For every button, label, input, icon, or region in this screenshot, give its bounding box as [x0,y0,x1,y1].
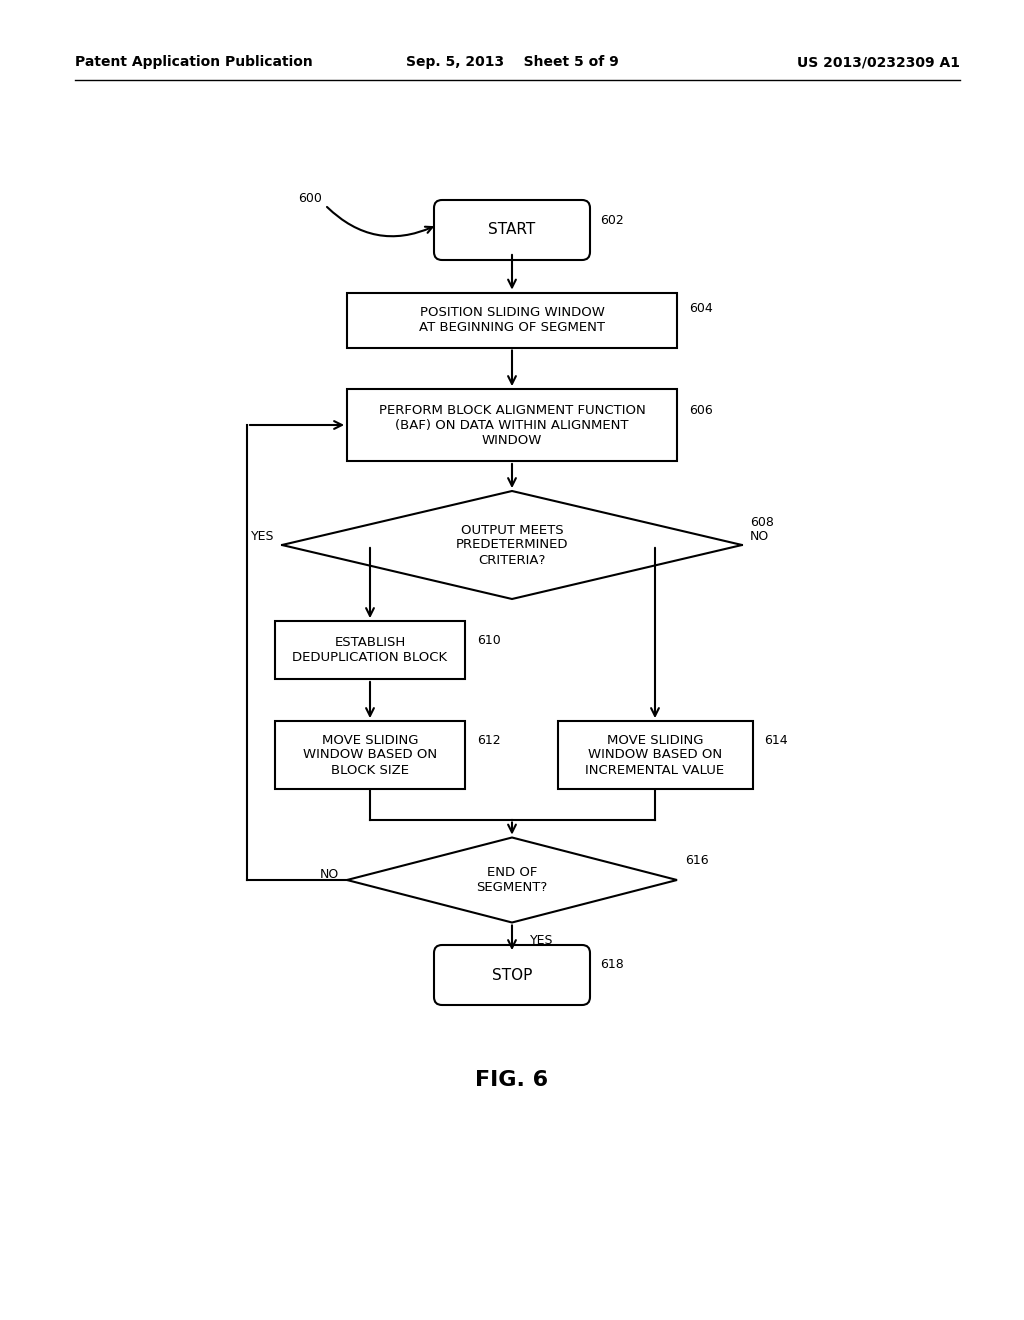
Text: START: START [488,223,536,238]
Text: Sep. 5, 2013    Sheet 5 of 9: Sep. 5, 2013 Sheet 5 of 9 [406,55,618,69]
Text: 612: 612 [477,734,501,747]
Text: 618: 618 [600,958,624,972]
FancyBboxPatch shape [434,201,590,260]
Bar [347,389,677,461]
Text: NO: NO [319,869,339,882]
Text: MOVE SLIDING
WINDOW BASED ON
INCREMENTAL VALUE: MOVE SLIDING WINDOW BASED ON INCREMENTAL… [586,734,725,776]
Text: Patent Application Publication: Patent Application Publication [75,55,312,69]
Polygon shape [347,837,677,923]
Text: US 2013/0232309 A1: US 2013/0232309 A1 [797,55,961,69]
Text: 606: 606 [689,404,713,417]
Text: OUTPUT MEETS
PREDETERMINED
CRITERIA?: OUTPUT MEETS PREDETERMINED CRITERIA? [456,524,568,566]
Bar [275,620,465,678]
Text: 602: 602 [600,214,624,227]
Text: 610: 610 [477,634,501,647]
Bar [557,721,753,789]
Text: STOP: STOP [492,968,532,982]
Polygon shape [282,491,742,599]
Text: 616: 616 [685,854,709,866]
Text: YES: YES [251,531,274,544]
Text: 600: 600 [298,191,322,205]
Text: ESTABLISH
DEDUPLICATION BLOCK: ESTABLISH DEDUPLICATION BLOCK [293,636,447,664]
Text: PERFORM BLOCK ALIGNMENT FUNCTION
(BAF) ON DATA WITHIN ALIGNMENT
WINDOW: PERFORM BLOCK ALIGNMENT FUNCTION (BAF) O… [379,404,645,446]
Text: MOVE SLIDING
WINDOW BASED ON
BLOCK SIZE: MOVE SLIDING WINDOW BASED ON BLOCK SIZE [303,734,437,776]
Text: 608: 608 [750,516,774,529]
Text: END OF
SEGMENT?: END OF SEGMENT? [476,866,548,894]
Bar [275,721,465,789]
Text: NO: NO [750,531,769,544]
Text: 614: 614 [765,734,788,747]
FancyBboxPatch shape [434,945,590,1005]
Text: YES: YES [530,935,554,946]
Bar [347,293,677,347]
Text: POSITION SLIDING WINDOW
AT BEGINNING OF SEGMENT: POSITION SLIDING WINDOW AT BEGINNING OF … [419,306,605,334]
Text: FIG. 6: FIG. 6 [475,1071,549,1090]
Text: 604: 604 [689,301,713,314]
